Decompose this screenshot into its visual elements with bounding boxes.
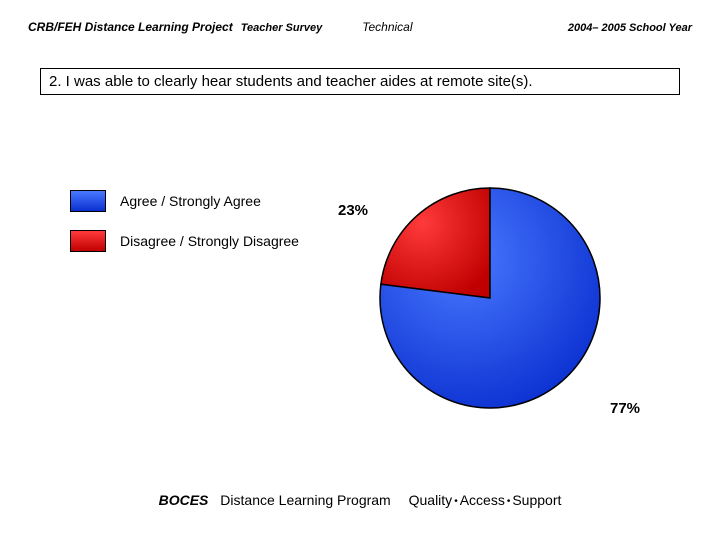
question-text: 2. I was able to clearly hear students a…: [49, 73, 533, 90]
legend-label-agree: Agree / Strongly Agree: [120, 193, 261, 209]
footer-tag-1: Quality: [409, 492, 453, 508]
header-year: 2004– 2005 School Year: [568, 22, 692, 34]
percent-agree: 77%: [610, 400, 640, 417]
header-section: Technical: [362, 20, 412, 34]
footer-tag-2: Access: [460, 492, 505, 508]
footer: BOCES Distance Learning Program Quality•…: [0, 492, 720, 508]
question-box: 2. I was able to clearly hear students a…: [40, 68, 680, 95]
pie-slice-disagree: [381, 188, 490, 298]
legend-label-disagree: Disagree / Strongly Disagree: [120, 233, 299, 249]
footer-tag-3: Support: [512, 492, 561, 508]
percent-disagree: 23%: [338, 202, 368, 219]
legend-row-agree: Agree / Strongly Agree: [70, 190, 299, 212]
header-project: CRB/FEH Distance Learning Project: [28, 20, 233, 34]
pie-chart: [370, 178, 610, 418]
swatch-disagree: [70, 230, 106, 252]
header-survey: Teacher Survey: [241, 22, 323, 34]
footer-boces: BOCES: [159, 492, 209, 508]
legend-row-disagree: Disagree / Strongly Disagree: [70, 230, 299, 252]
header: CRB/FEH Distance Learning Project Teache…: [0, 20, 720, 34]
swatch-agree: [70, 190, 106, 212]
footer-tagline: Quality•Access•Support: [409, 492, 562, 508]
legend: Agree / Strongly Agree Disagree / Strong…: [70, 190, 299, 270]
footer-program: Distance Learning Program: [220, 492, 390, 508]
